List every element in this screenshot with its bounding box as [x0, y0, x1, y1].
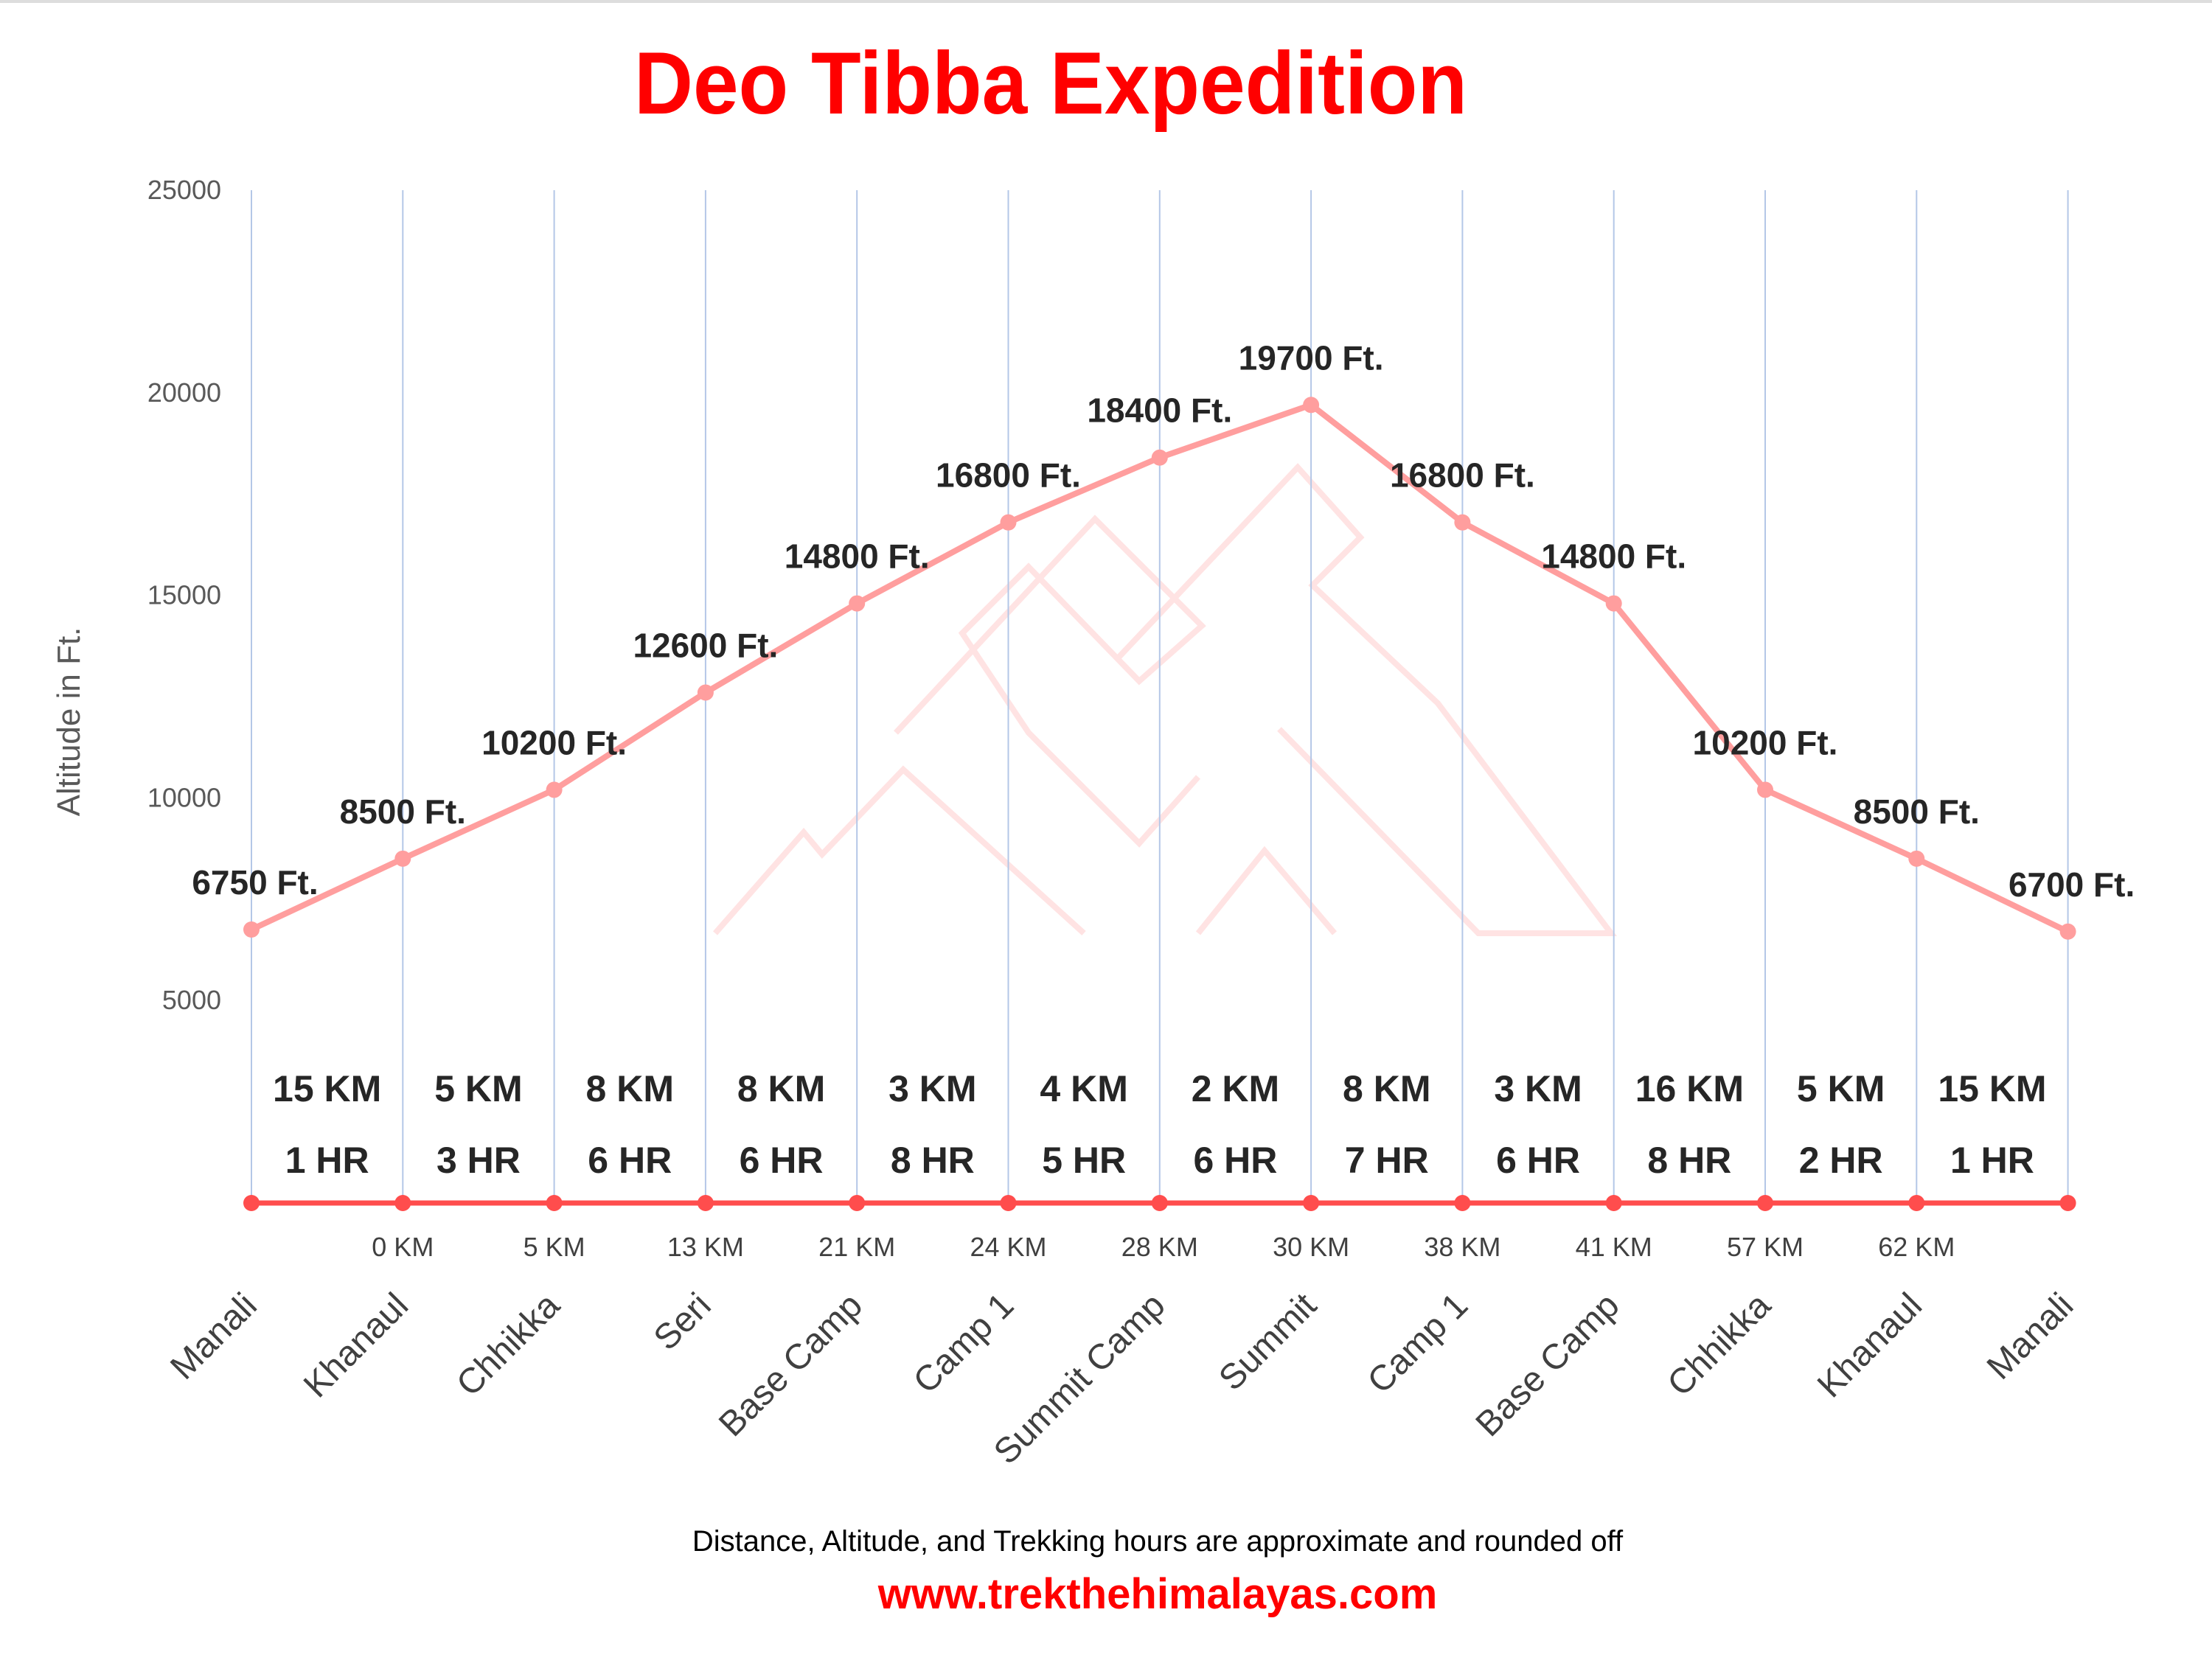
data-label: 10200 Ft. [481, 723, 627, 761]
segment-hours: 3 HR [437, 1140, 521, 1181]
data-label: 16800 Ft. [1390, 456, 1535, 495]
altitude-point [1757, 781, 1773, 798]
altitude-chart: 5000 10000 15000 20000 25000 6750 Ft. 8500 Ft… [51, 34, 2135, 1618]
segment-distance: 3 KM [888, 1068, 976, 1109]
category-label: Manali [1980, 1286, 2081, 1387]
segment-distance: 2 KM [1192, 1068, 1279, 1109]
cumulative-distance: 0 KM [372, 1232, 434, 1262]
cumulative-distance: 41 KM [1576, 1232, 1652, 1262]
data-label: 8500 Ft. [340, 792, 466, 831]
data-label: 12600 Ft. [633, 627, 778, 665]
data-label: 8500 Ft. [1854, 792, 1980, 831]
altitude-point [1303, 397, 1320, 414]
y-tick-label: 25000 [147, 175, 221, 205]
data-label: 6700 Ft. [2008, 865, 2135, 904]
category-label: Camp 1 [1360, 1286, 1475, 1401]
data-label: 6750 Ft. [192, 863, 318, 902]
segment-distance: 8 KM [586, 1068, 674, 1109]
y-tick-label: 10000 [147, 782, 221, 812]
footer-note: Distance, Altitude, and Trekking hours a… [692, 1525, 1624, 1558]
chart-title: Deo Tibba Expedition [634, 34, 1467, 133]
y-tick-label: 20000 [147, 377, 221, 408]
base-point [1605, 1195, 1622, 1211]
base-point [1303, 1195, 1320, 1211]
segment-distance: 8 KM [737, 1068, 825, 1109]
altitude-point [849, 595, 866, 612]
altitude-point [394, 850, 411, 867]
segment-hours: 6 HR [740, 1140, 824, 1181]
y-tick-label: 15000 [147, 580, 221, 610]
cumulative-distance: 24 KM [970, 1232, 1046, 1262]
base-point [697, 1195, 714, 1211]
altitude-point [1908, 850, 1925, 867]
segment-hours: 6 HR [1496, 1140, 1580, 1181]
segment-distance: 5 KM [1797, 1068, 1885, 1109]
segment-distance: 5 KM [434, 1068, 522, 1109]
data-label: 10200 Ft. [1693, 723, 1838, 761]
altitude-point [1454, 514, 1471, 531]
altitude-point [697, 684, 714, 701]
segment-distance: 3 KM [1494, 1068, 1582, 1109]
category-label: Khanaul [296, 1286, 416, 1405]
data-label: 14800 Ft. [785, 537, 930, 576]
base-point [1757, 1195, 1773, 1211]
y-tick-label: 5000 [162, 985, 221, 1015]
altitude-point [2059, 923, 2076, 940]
base-point [1151, 1195, 1168, 1211]
segment-hours: 6 HR [588, 1140, 672, 1181]
category-label: Khanaul [1810, 1286, 1930, 1405]
cumulative-distance: 62 KM [1878, 1232, 1955, 1262]
segment-distance: 8 KM [1343, 1068, 1430, 1109]
data-label: 19700 Ft. [1239, 338, 1384, 377]
category-label: Chhikka [449, 1286, 567, 1404]
base-point [849, 1195, 866, 1211]
segment-hours: 8 HR [1647, 1140, 1731, 1181]
segment-distance: 15 KM [273, 1068, 381, 1109]
y-axis-label: Altitude in Ft. [51, 627, 87, 817]
segment-hours: 6 HR [1193, 1140, 1277, 1181]
category-label: Camp 1 [906, 1286, 1021, 1401]
data-label: 16800 Ft. [936, 456, 1081, 495]
altitude-point [1605, 595, 1622, 612]
segment-hours: 1 HR [1950, 1140, 2034, 1181]
altitude-point [546, 781, 563, 798]
category-label: Chhikka [1660, 1286, 1778, 1404]
segment-hours: 1 HR [285, 1140, 369, 1181]
base-point [1000, 1195, 1017, 1211]
base-point [394, 1195, 411, 1211]
altitude-point [1000, 514, 1017, 531]
category-label: Seri [647, 1286, 719, 1358]
cumulative-distance: 57 KM [1727, 1232, 1804, 1262]
altitude-point [1151, 449, 1168, 466]
category-label: Base Camp [1469, 1286, 1627, 1444]
cumulative-distance: 30 KM [1273, 1232, 1349, 1262]
segment-distance: 15 KM [1938, 1068, 2046, 1109]
cumulative-distance: 21 KM [818, 1232, 895, 1262]
segment-hours: 5 HR [1042, 1140, 1126, 1181]
base-point [2059, 1195, 2076, 1211]
category-label: Summit [1211, 1286, 1324, 1398]
category-label: Manali [163, 1286, 264, 1387]
segment-distance: 4 KM [1040, 1068, 1127, 1109]
altitude-point [243, 921, 260, 938]
cumulative-distance: 38 KM [1424, 1232, 1500, 1262]
footer-url[interactable]: www.trekthehimalayas.com [877, 1570, 1438, 1618]
segment-hours: 7 HR [1345, 1140, 1429, 1181]
cumulative-distance: 13 KM [667, 1232, 744, 1262]
cumulative-distance: 5 KM [524, 1232, 585, 1262]
cumulative-distance: 28 KM [1121, 1232, 1198, 1262]
data-label: 18400 Ft. [1087, 391, 1232, 430]
base-point [243, 1195, 260, 1211]
segment-distance: 16 KM [1635, 1068, 1744, 1109]
base-point [546, 1195, 563, 1211]
data-label: 14800 Ft. [1541, 537, 1686, 576]
segment-hours: 8 HR [891, 1140, 975, 1181]
segment-hours: 2 HR [1799, 1140, 1883, 1181]
base-point [1454, 1195, 1471, 1211]
category-label: Base Camp [712, 1286, 870, 1444]
base-point [1908, 1195, 1925, 1211]
